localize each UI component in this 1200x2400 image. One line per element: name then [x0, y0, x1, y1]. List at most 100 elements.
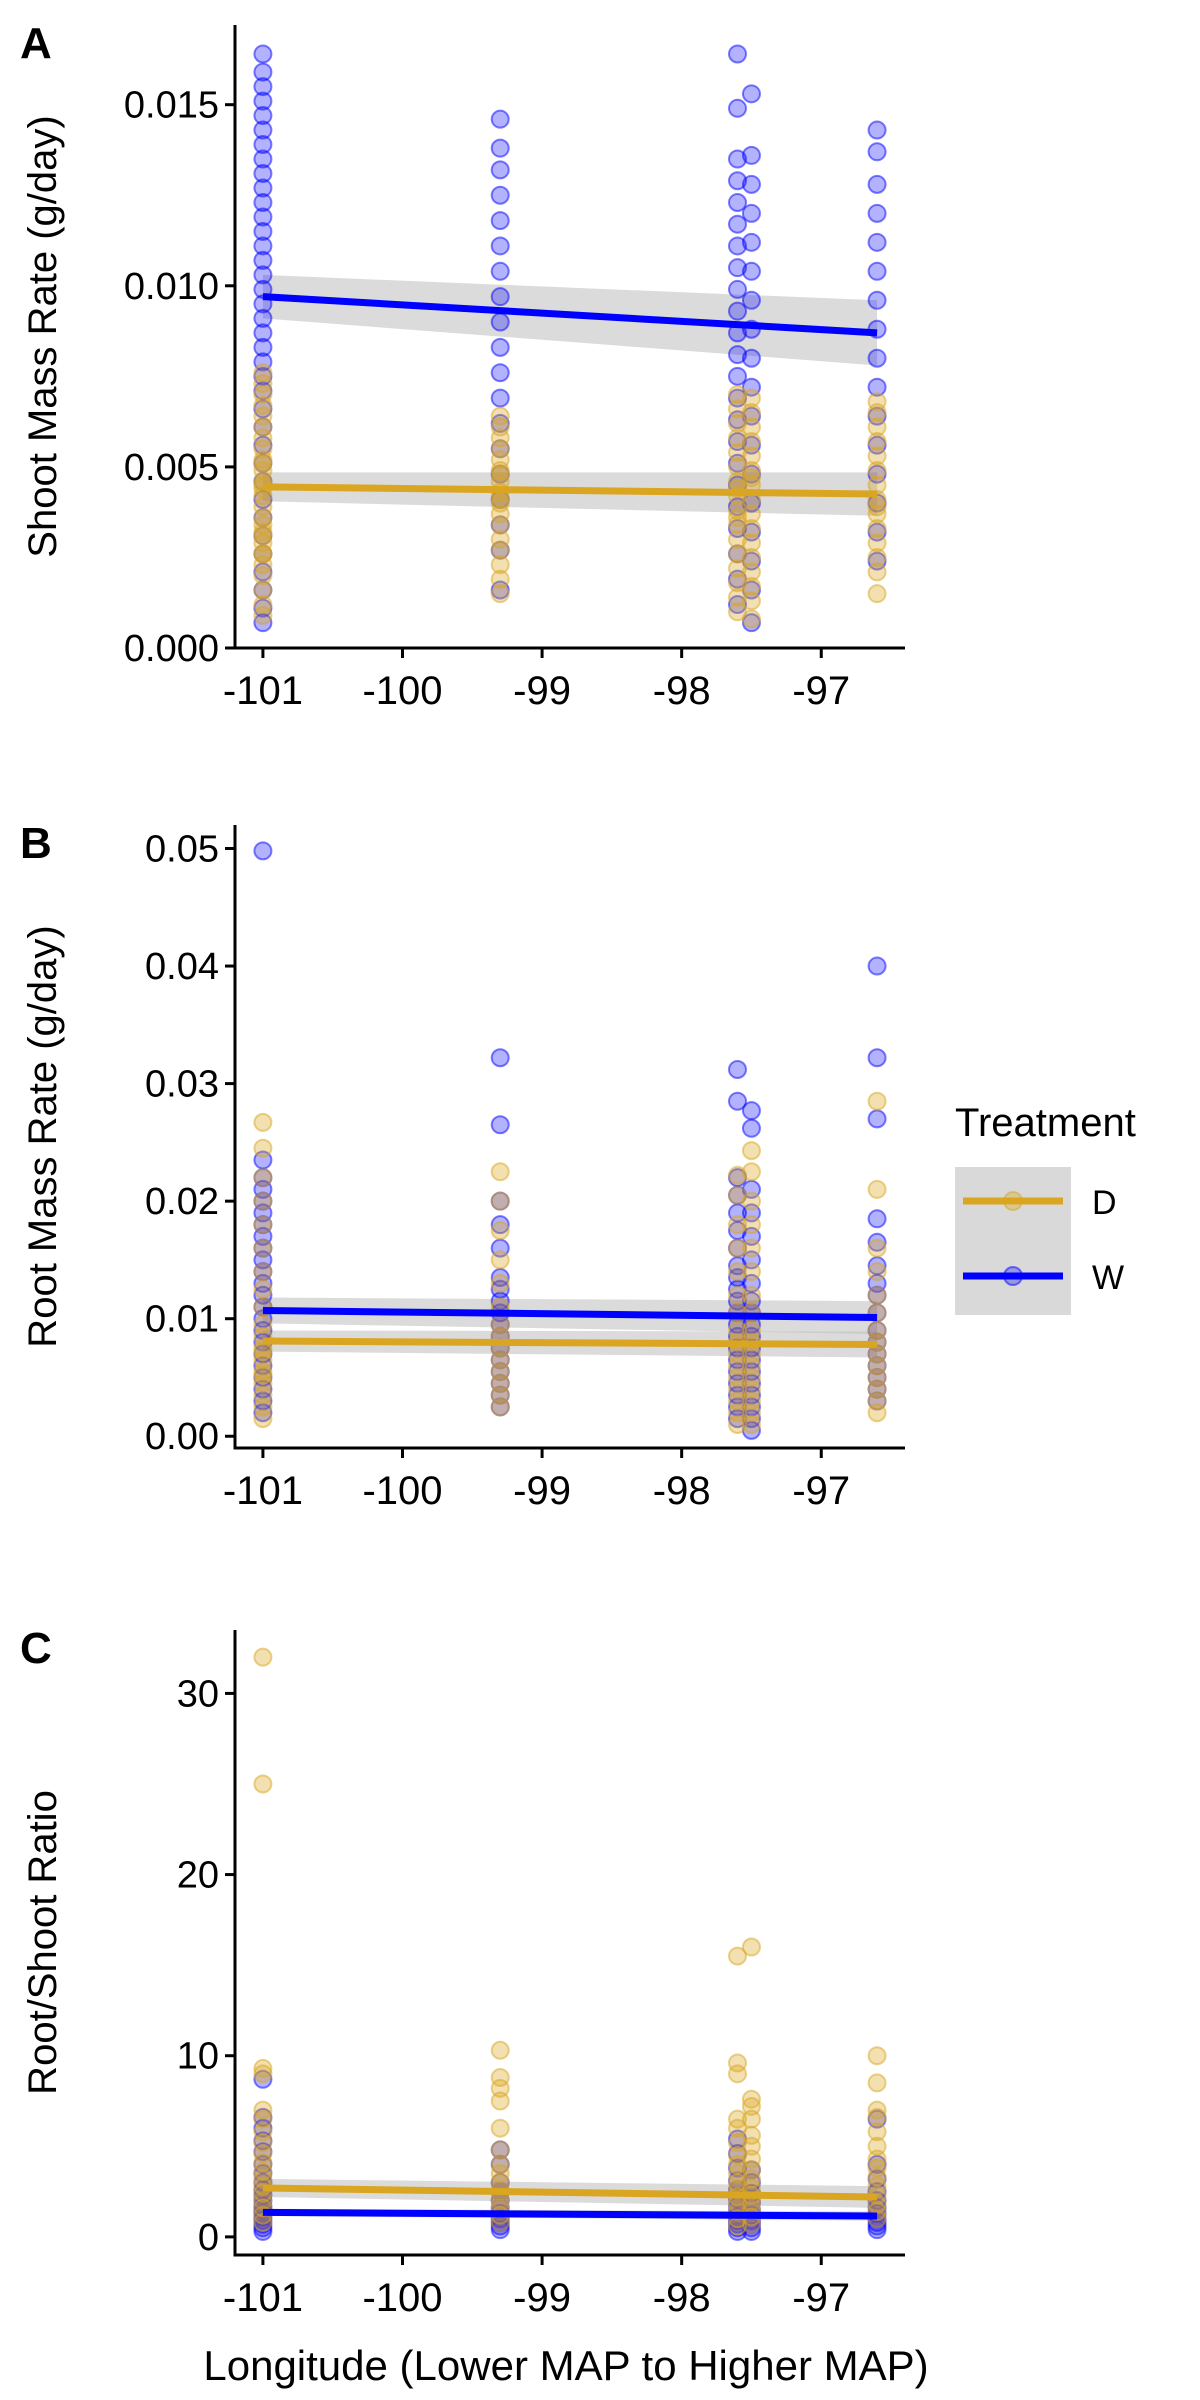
data-point-W	[253, 236, 273, 256]
data-point-W	[741, 84, 761, 104]
data-point-W	[728, 366, 747, 386]
data-point-D	[253, 2100, 273, 2120]
data-point-D	[867, 1262, 887, 1282]
x-tick-label: -100	[362, 2276, 442, 2320]
data-point-W	[741, 203, 761, 223]
fit-line-D	[262, 483, 878, 498]
data-point-D	[867, 504, 887, 524]
data-point-D	[741, 591, 761, 611]
data-point-W	[728, 98, 747, 118]
data-point-D	[741, 388, 761, 408]
data-point-D	[741, 533, 761, 553]
x-tick-label: -99	[513, 1469, 571, 1513]
data-point-W	[253, 192, 273, 212]
data-point-D	[741, 468, 761, 488]
y-tick-label: 0.04	[145, 946, 219, 988]
data-point-D	[728, 457, 747, 477]
data-point-D	[867, 461, 887, 481]
data-point-D	[867, 446, 887, 466]
data-point-D	[490, 489, 510, 509]
data-point-D	[741, 1162, 761, 1182]
data-point-W	[867, 956, 887, 976]
data-point-W	[728, 1091, 747, 1111]
data-point-W	[741, 1118, 761, 1138]
data-point-W	[253, 149, 273, 169]
data-point-W	[741, 174, 761, 194]
data-point-W	[867, 142, 887, 162]
data-point-D	[741, 417, 761, 437]
data-point-W	[253, 91, 273, 111]
panel-label: C	[20, 1624, 52, 1673]
data-point-D	[741, 403, 761, 423]
data-point-D	[741, 1320, 761, 1340]
data-point-W	[490, 185, 510, 205]
data-point-D	[728, 587, 747, 607]
data-point-D	[741, 2096, 761, 2116]
data-point-W	[867, 348, 887, 368]
data-point-W	[490, 287, 510, 307]
data-point-D	[741, 518, 761, 538]
y-tick-label: 0.02	[145, 1181, 219, 1223]
data-point-D	[253, 1342, 273, 1362]
data-point-D	[490, 1273, 510, 1293]
data-point-D	[867, 1320, 887, 1340]
data-point-D	[741, 461, 761, 481]
data-point-W	[867, 1232, 887, 1252]
data-point-D	[253, 1315, 273, 1335]
data-point-D	[490, 1315, 510, 1335]
y-axis-title: Root Mass Rate (g/day)	[21, 925, 65, 1347]
y-tick-label: 0.005	[124, 447, 219, 489]
data-point-D	[490, 1221, 510, 1241]
data-point-D	[741, 1141, 761, 1161]
data-point-D	[253, 453, 273, 473]
panel-B: 0.00 0.01 0.02 0.03 0.04 0.05 -101 -100 -99 -98 -9…	[20, 819, 905, 1513]
data-point-D	[728, 399, 747, 419]
data-point-W	[490, 1215, 510, 1235]
y-tick-label: 10	[177, 2036, 219, 2078]
data-point-D	[867, 547, 887, 567]
data-point-W	[490, 109, 510, 129]
x-tick-label: -98	[653, 2276, 711, 2320]
fit-line-W	[262, 2208, 878, 2220]
data-point-D	[867, 2122, 887, 2142]
data-point-D	[253, 605, 273, 625]
panel-C: 0 10 20 30 -101 -100 -99 -98 -97 Root/Shoot Ratio…	[20, 1624, 905, 2320]
legend-key-background	[955, 1167, 1071, 1315]
data-point-W	[490, 363, 510, 383]
data-point-W	[728, 192, 747, 212]
data-point-W	[490, 1048, 510, 1068]
y-tick-label: 30	[177, 1673, 219, 1715]
fit-line-D	[262, 1337, 878, 1349]
data-point-D	[867, 533, 887, 553]
data-point-D	[867, 562, 887, 582]
panel-A: 0.000 0.005 0.010 0.015 -101 -100 -99 -98 -97 Sho…	[20, 19, 905, 713]
data-point-D	[867, 1091, 887, 1111]
data-point-W	[728, 258, 747, 278]
data-point-D	[728, 1946, 747, 1966]
data-point-D	[253, 1279, 273, 1299]
x-tick-label: -101	[223, 669, 303, 713]
data-point-W	[253, 337, 273, 357]
data-point-D	[490, 406, 510, 426]
data-point-W	[741, 261, 761, 281]
data-point-D	[728, 573, 747, 593]
data-point-D	[253, 1191, 273, 1211]
data-point-W	[867, 261, 887, 281]
data-point-D	[741, 1285, 761, 1305]
data-point-D	[867, 584, 887, 604]
data-point-D	[867, 417, 887, 437]
data-point-D	[490, 2118, 510, 2138]
legend-title: Treatment	[955, 1101, 1136, 1145]
legend-label-D: D	[1092, 1184, 1117, 1222]
data-point-D	[728, 1165, 747, 1185]
data-point-D	[490, 555, 510, 575]
data-point-W	[728, 1059, 747, 1079]
data-point-D	[741, 576, 761, 596]
data-point-D	[867, 2046, 887, 2066]
data-point-D	[867, 1285, 887, 1305]
data-point-D	[253, 1365, 273, 1385]
x-tick-label: -100	[362, 1469, 442, 1513]
data-point-D	[867, 1179, 887, 1199]
panel-label: B	[20, 819, 52, 868]
